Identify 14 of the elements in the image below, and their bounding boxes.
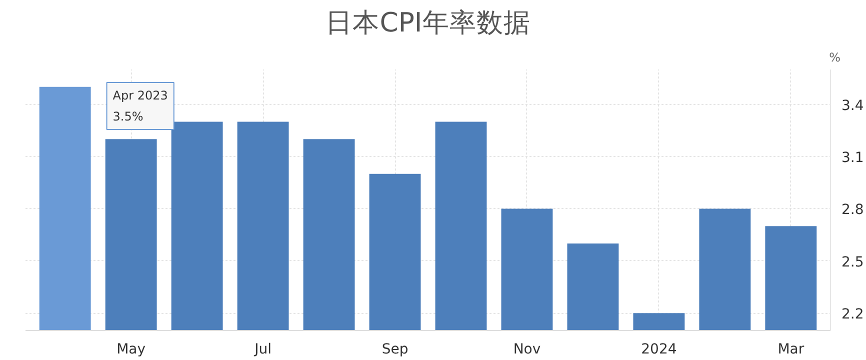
y-tick-label: 3.1 [842,150,864,166]
x-tick-label: Sep [382,342,408,358]
y-tick-label: 2.2 [842,306,864,323]
chart-title: 日本CPI年率数据 [326,8,530,38]
y-tick-label: 2.8 [842,202,864,218]
y-tick-label: 3.4 [842,98,864,114]
annotation: Apr 2023 3.5% [112,88,168,124]
y-axis-title: % [829,50,841,64]
x-tick-label: 2024 [641,342,677,358]
x-tick-label: Jul [254,342,272,358]
y-tick-label: 2.5 [842,254,864,270]
x-tick-label: Nov [513,342,541,358]
x-tick-label: May [116,342,146,358]
x-tick-label: Mar [778,342,804,358]
